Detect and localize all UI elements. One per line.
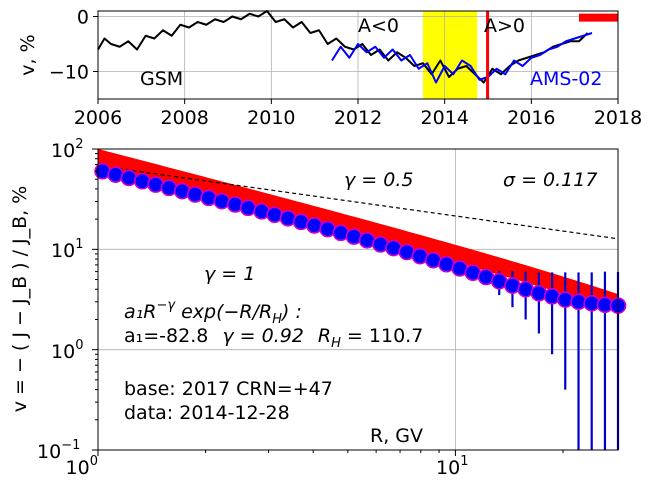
gsm-series-line <box>97 10 589 84</box>
fit-parameters: a₁=-82.8 γ = 0.92 RH = 110.7 <box>124 325 423 351</box>
bottom-y-axis-label: v = − ( J − J_B ) / J_B, % <box>9 186 31 413</box>
reference-line <box>97 165 619 240</box>
gsm-label: GSM <box>140 68 183 90</box>
data-point <box>120 169 138 187</box>
gamma-half-label: γ = 0.5 <box>344 169 413 191</box>
a-positive-label: A>0 <box>484 15 525 37</box>
bottom-panel: 100 101 10−1 100 101 102 γ = 0.5 σ = 0.1… <box>9 137 627 479</box>
top-x-tick-label: 2014 <box>420 107 468 129</box>
data-point <box>186 186 204 203</box>
a-negative-label: A<0 <box>358 15 399 37</box>
top-x-tick-label: 2012 <box>334 107 382 129</box>
bottom-plot-background <box>98 149 618 450</box>
data-points <box>94 162 627 314</box>
top-x-tick-label: 2008 <box>160 107 208 129</box>
ams-label: AMS-02 <box>530 68 602 90</box>
data-point <box>133 172 151 190</box>
top-panel: 2006 2008 2010 2012 2014 2016 2018 0 −10 GSM AMS… <box>17 7 642 130</box>
y-tick-label-10: 101 <box>51 237 83 262</box>
bottom-plot-frame <box>97 148 619 451</box>
data-point <box>239 199 257 217</box>
gamma-one-label: γ = 1 <box>204 263 255 285</box>
y-tick-label-1: 100 <box>51 338 83 363</box>
top-y-axis-label: v, % <box>17 34 39 75</box>
x-tick-label-10: 101 <box>436 454 468 479</box>
x-axis-label: R, GV <box>370 425 423 447</box>
y-tick-label-100: 102 <box>51 137 83 162</box>
a-sign-transition-band <box>423 11 478 99</box>
date-info: data: 2014-12-28 <box>124 402 290 424</box>
data-point <box>147 176 164 193</box>
top-x-tick-label: 2016 <box>507 107 555 129</box>
top-y-tick-label: −10 <box>49 62 89 84</box>
x-tick-label-1: 100 <box>66 454 98 479</box>
base-info: base: 2017 CRN=+47 <box>124 378 333 400</box>
bottom-axis-ticks <box>92 148 564 456</box>
top-x-tick-label: 2006 <box>74 107 122 129</box>
y-tick-label-0.1: 10−1 <box>37 438 80 463</box>
data-point <box>213 192 231 210</box>
top-axis-ticks: 2006 2008 2010 2012 2014 2016 2018 0 −10 <box>49 7 642 130</box>
top-series <box>97 10 593 84</box>
ams-series-line <box>331 32 593 84</box>
fit-formula: a₁R−γ exp(−R/RH) : <box>124 298 302 327</box>
top-x-tick-label: 2018 <box>594 107 642 129</box>
top-y-tick-label: 0 <box>77 7 89 29</box>
sigma-label: σ = 0.117 <box>503 169 597 191</box>
top-x-tick-label: 2010 <box>247 107 295 129</box>
